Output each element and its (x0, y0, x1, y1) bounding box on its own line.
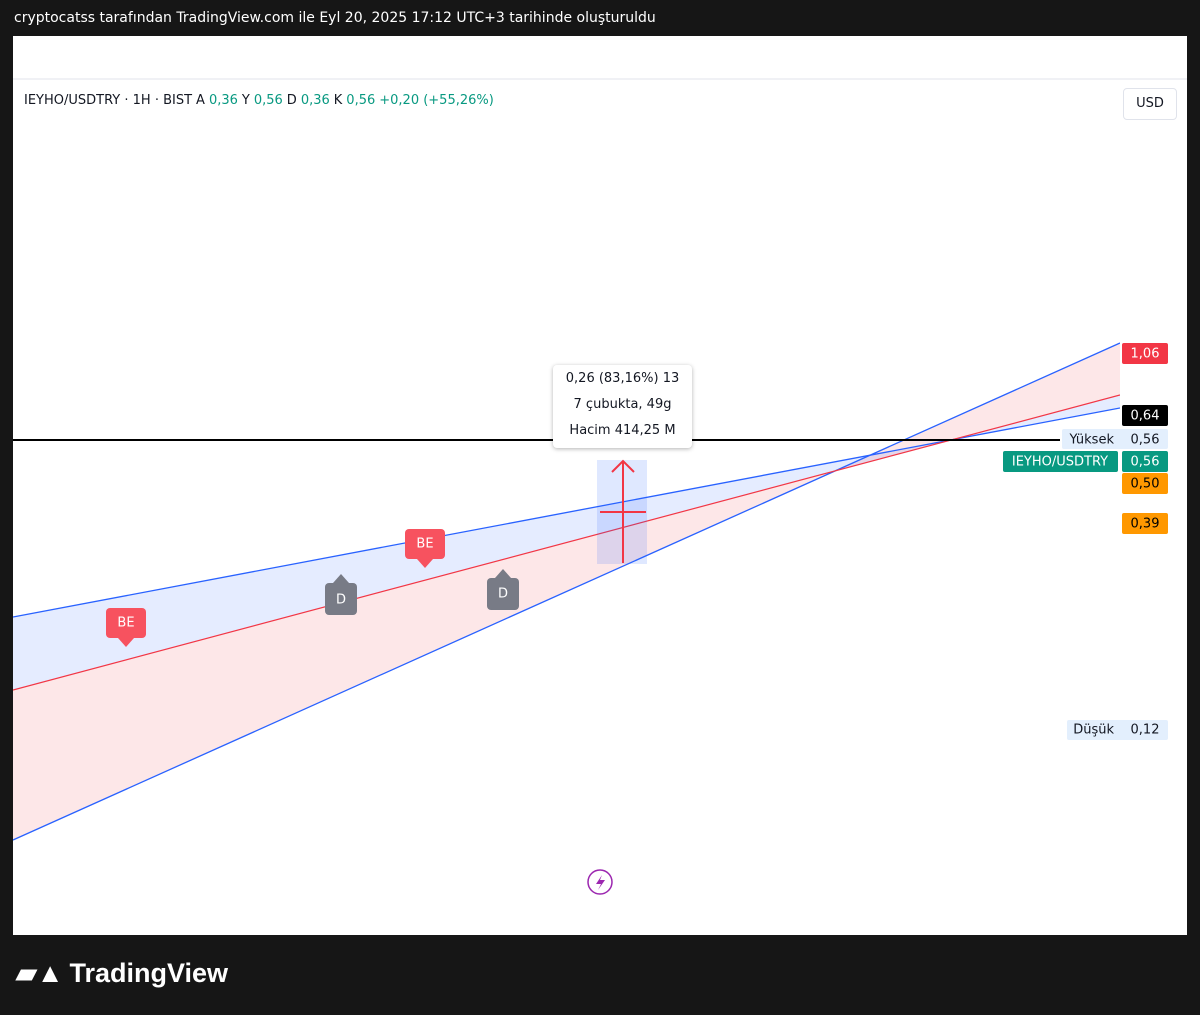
price-badge (1122, 343, 1168, 364)
measure-line: 7 çubukta, 49g (573, 397, 672, 412)
trend-line (13, 407, 1120, 618)
ohlc-value: 0,36 (208, 93, 238, 108)
trend-line (13, 394, 1120, 691)
price-badge (1122, 405, 1168, 426)
price-badge (1067, 720, 1168, 740)
trend-line (13, 342, 1120, 841)
price-badge (1122, 473, 1168, 494)
ohlc-value: 0,56 (253, 93, 283, 108)
price-badge-label: 0,56 (1131, 433, 1160, 448)
symbol: IEYHO/USDTRY · 1H · BIST (24, 93, 193, 108)
measure-tooltip: 0,26 (83,16%) 13 7 çubukta, 49g Hacim 41… (553, 365, 692, 448)
event-icon[interactable] (587, 869, 613, 895)
measure-arrow (611, 459, 635, 473)
ohlc-value: 0,56 (346, 93, 376, 108)
header: cryptocatss tarafından TradingView.com i… (14, 10, 656, 26)
price-badge (1003, 451, 1118, 472)
price-badge (1062, 429, 1168, 449)
chart-bg (13, 36, 1187, 935)
marker: BE (106, 608, 146, 647)
marker-label: BE (117, 616, 134, 631)
price-badge-name: Düşük (1073, 723, 1114, 738)
price-badge-name: IEYHO/USDTRY (1012, 455, 1108, 470)
price-badge-label: 1,06 (1131, 347, 1160, 362)
price-badge (1122, 513, 1168, 534)
price-badge-label: 0,12 (1131, 723, 1160, 738)
ohlc-key: D (286, 93, 297, 108)
measure-line: Hacim 414,25 M (569, 423, 676, 438)
logo-mark: ▰▲ (16, 958, 64, 988)
marker: D (325, 574, 357, 615)
price-badge-name: Yüksek (1068, 433, 1114, 448)
change: +0,20 (+55,26%) (379, 93, 494, 108)
measure-line: 0,26 (83,16%) 13 (565, 371, 680, 386)
marker-label: BE (416, 537, 433, 552)
currency-button[interactable]: USD (1123, 88, 1177, 120)
price-badge-label: 0,56 (1131, 455, 1160, 470)
ohlc-key: K (333, 93, 343, 108)
event-icon (596, 875, 605, 890)
marker-label: D (336, 593, 346, 608)
price-badge-label: 0,64 (1131, 409, 1160, 424)
price-badge-label: 0,50 (1131, 477, 1160, 492)
marker: BE (405, 529, 445, 568)
ohlc-key: A (196, 93, 205, 108)
price-badge-label: 0,39 (1131, 517, 1160, 532)
ohlc-value: 0,36 (300, 93, 330, 108)
ohlc-key: Y (241, 93, 250, 108)
brand: TradingView (69, 958, 229, 988)
legend: IEYHO/USDTRY · 1H · BIST A 0,36 Y 0,56 D 0,36 K… (24, 93, 498, 108)
marker: D (487, 569, 519, 610)
footer-logo: ▰▲ TradingView (16, 958, 228, 989)
price-badge (1122, 451, 1168, 472)
marker-label: D (498, 587, 508, 602)
